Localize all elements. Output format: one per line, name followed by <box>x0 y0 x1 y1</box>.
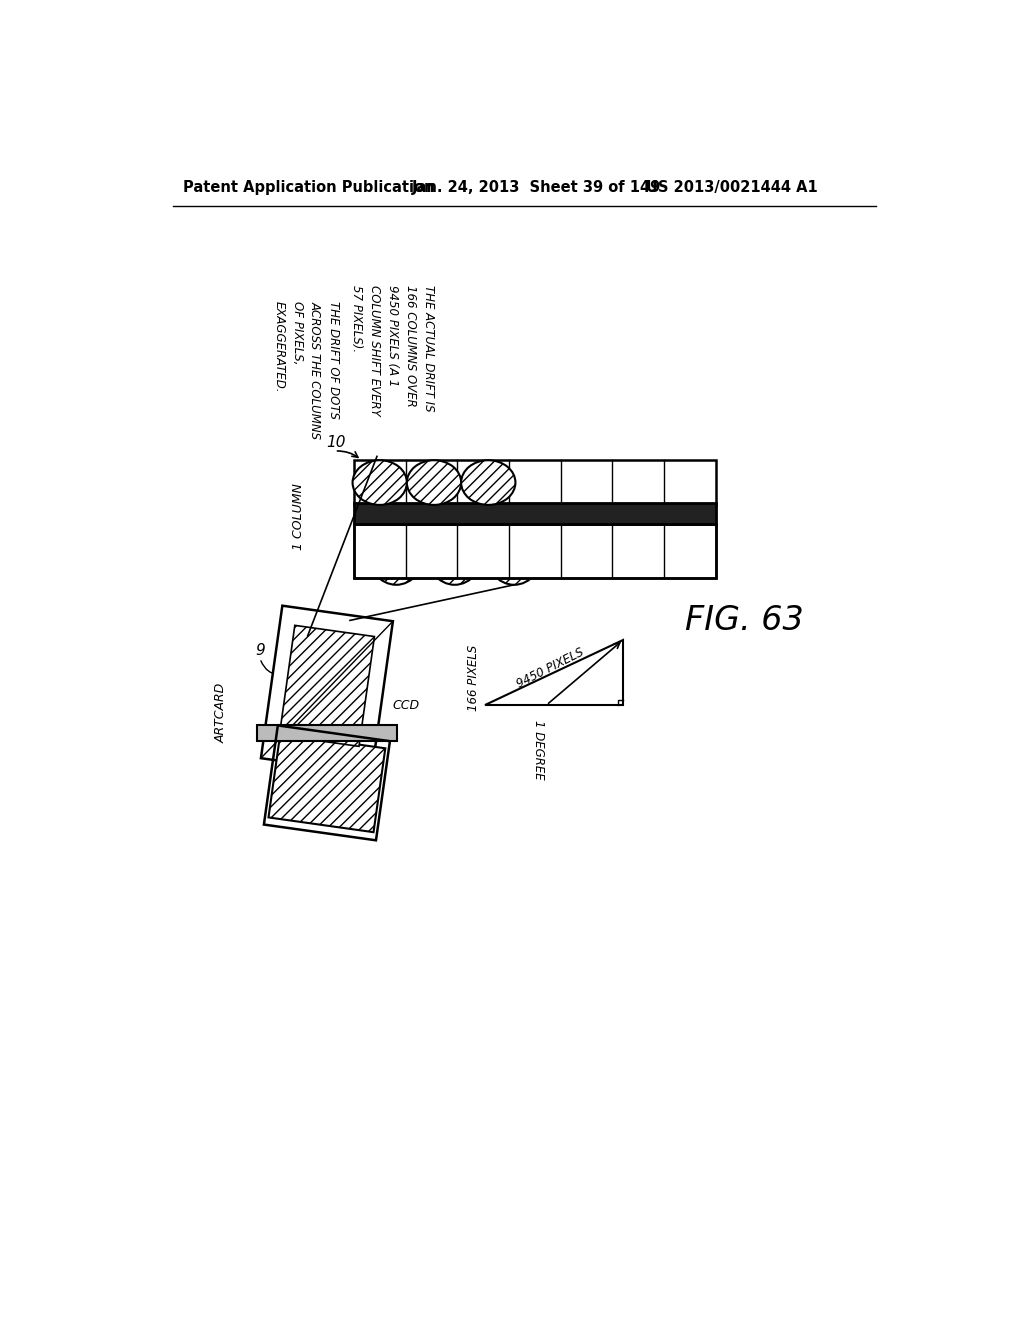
Bar <box>354 524 716 578</box>
Text: FIG. 63: FIG. 63 <box>685 605 804 638</box>
Ellipse shape <box>352 461 407 506</box>
Text: Jan. 24, 2013  Sheet 39 of 149: Jan. 24, 2013 Sheet 39 of 149 <box>412 180 660 195</box>
Text: THE ACTUAL DRIFT IS
166 COLUMNS OVER
9450 PIXELS (A 1
COLUMN SHIFT EVERY
57 PIXE: THE ACTUAL DRIFT IS 166 COLUMNS OVER 945… <box>350 285 435 416</box>
Text: 1 COLUMN: 1 COLUMN <box>292 483 305 550</box>
Text: CCD: CCD <box>392 698 420 711</box>
Text: 9450 PIXELS: 9450 PIXELS <box>514 645 586 690</box>
Polygon shape <box>268 734 385 832</box>
Ellipse shape <box>461 461 515 506</box>
Text: Patent Application Publication: Patent Application Publication <box>183 180 434 195</box>
Text: US 2013/0021444 A1: US 2013/0021444 A1 <box>646 180 818 195</box>
Text: THE DRIFT OF DOTS
ACROSS THE COLUMNS
OF PIXELS,
EXAGGERATED.: THE DRIFT OF DOTS ACROSS THE COLUMNS OF … <box>273 301 340 440</box>
Polygon shape <box>261 606 393 774</box>
Polygon shape <box>257 725 396 741</box>
Ellipse shape <box>407 461 461 506</box>
Text: 9: 9 <box>255 643 265 659</box>
Text: 10: 10 <box>326 436 346 450</box>
Ellipse shape <box>484 512 544 585</box>
Polygon shape <box>280 626 375 746</box>
Bar <box>354 503 716 524</box>
Polygon shape <box>484 640 624 705</box>
Text: ARTCARD: ARTCARD <box>215 682 228 743</box>
Text: 1 DEGREE: 1 DEGREE <box>532 721 545 780</box>
Text: 166 PIXELS: 166 PIXELS <box>467 645 479 711</box>
Ellipse shape <box>425 512 484 585</box>
Bar <box>354 461 716 506</box>
Bar <box>354 524 716 578</box>
Ellipse shape <box>367 512 426 585</box>
